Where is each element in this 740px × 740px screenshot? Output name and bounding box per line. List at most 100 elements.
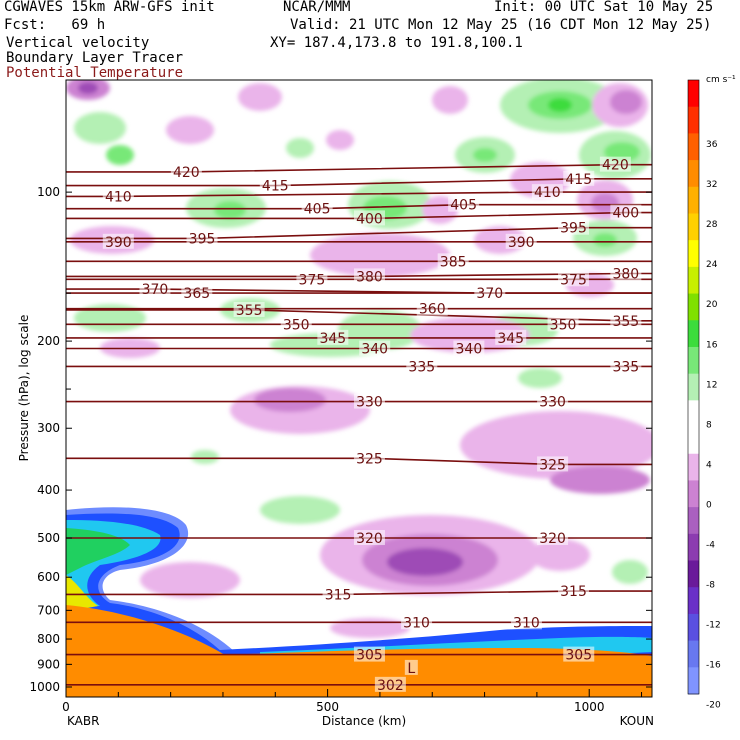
colorbar-swatch [688,106,699,134]
colorbar-label: 24 [706,260,718,270]
isentrope-label-bg [505,233,537,249]
x-tick-label: 500 [316,700,339,714]
y-tick-label: 200 [37,334,60,348]
model-title: CGWAVES 15km ARW-GFS init [4,0,215,15]
downdraft-cell [254,388,326,412]
downdraft-cell [550,466,650,494]
isentrope-325 [66,457,652,466]
downdraft-cell [326,130,354,150]
isentrope-label: 415 [565,172,592,188]
colorbar-swatch [688,507,699,535]
colorbar-label: 16 [706,340,718,350]
isentrope-label-bg [558,219,590,235]
isentrope-label-bg [102,233,134,249]
isentrope-label: 350 [550,317,577,333]
isentrope-label: 350 [283,317,310,333]
colorbar-swatch [688,560,699,588]
isentrope-315 [66,590,652,596]
isentrope-label-bg [353,210,385,226]
colorbar-label: 32 [706,180,717,190]
isentrope-label-bg [353,393,385,409]
isentrope-label-bg [301,200,333,216]
pressure-axis: 100 200 300 400 500 600 700 800 900 1000 [29,185,652,694]
isentrope-label: 330 [539,395,566,411]
updraft-cell [260,496,340,524]
colorbar-swatch [688,667,699,695]
colorbar-swatch [688,133,699,161]
isentrope-label-bg [404,659,418,675]
isentrope-label-bg [317,329,349,345]
updraft-cell [214,201,246,219]
isentrope-label-bg [547,316,579,332]
downdraft-cell [530,539,590,571]
isentrope-label-bg [353,450,385,466]
isentrope-label-bg [563,170,595,186]
isentrope-label-bg [610,312,642,328]
colorbar-label: -20 [706,701,721,711]
isentrope-label-bg [610,358,642,374]
forecast-hour: Fcst: 69 h [4,17,106,33]
isentrope-label-bg [359,340,391,356]
colorbar-swatch [688,240,699,268]
isentrope-label: 335 [408,359,435,375]
colorbar-swatch [688,640,699,668]
colorbar-label: 0 [706,500,712,510]
isentrope-label-bg [233,301,265,317]
downdraft-cell [610,90,642,114]
colorbar-label: -12 [706,621,721,631]
updraft-cell [74,112,126,144]
isentrope-label-bg [259,177,291,193]
isentrope-label: 380 [356,269,383,285]
cross-section-endpoints: XY= 187.4,173.8 to 191.8,100.1 [270,35,523,51]
isentrope-370 [66,288,652,294]
isentrope-label: 415 [262,179,289,195]
field-potential-temperature: Potential Temperature [6,65,184,81]
isentrope-label: 305 [565,648,592,664]
colorbar-label: 8 [706,420,712,430]
isentrope-label: 345 [319,331,346,347]
isentrope-label-bg [558,271,590,287]
colorbar-swatch [688,373,699,401]
colorbar: 36 32 28 24 20 16 12 8 4 0 -4 -8 -12 -16 -20 [687,79,721,711]
colorbar-swatch [688,186,699,214]
isentrope-label-bg [510,614,542,630]
isentrope-label: 420 [602,158,629,174]
updraft-cell [191,450,219,464]
colorbar-swatch [688,453,699,481]
updraft-cell [106,145,134,165]
isentrope-label: 395 [189,231,216,247]
isentrope-label: 355 [236,303,263,319]
isentrope-label: 355 [612,314,639,330]
isentrope-label-bg [537,393,569,409]
init-time: Init: 00 UTC Sat 10 May 25 [494,0,714,15]
colorbar-swatch [688,293,699,321]
isentrope-label: 302 [377,678,404,694]
downdraft-cell [432,86,468,114]
isentrope-label-bg [406,358,438,374]
org-label: NCAR/MMM [283,0,351,15]
y-tick-label: 800 [37,632,60,646]
colorbar-swatch [688,587,699,615]
isentrope-label: 365 [183,286,210,302]
updraft-cell [593,233,617,247]
downdraft-cell [460,411,652,479]
isentrope-labels: 302 305 305 310 310 315 315 320 320 325 325 330 330 3… [102,156,642,694]
field-vertical-velocity: Vertical velocity [6,35,150,51]
y-tick-label: 1000 [29,680,60,694]
isentrope-label-bg [280,316,312,332]
isentrope-label-bg [102,188,134,204]
updraft-cell [612,560,648,584]
isentrope-label-bg [322,586,354,602]
isentrope-label: 315 [560,584,587,600]
updraft-cell [548,98,572,112]
isentrope-label-bg [610,265,642,281]
isentrope-label-bg [296,271,328,287]
isentrope-label-bg [437,253,469,269]
isentrope-label: 305 [356,648,383,664]
isentrope-label-bg [563,646,595,662]
isentrope-label: 320 [539,531,566,547]
colorbar-label: 28 [706,220,718,230]
isentrope-415 [66,178,652,187]
isentrope-label: 340 [361,341,388,357]
isentrope-label: 395 [560,221,587,237]
